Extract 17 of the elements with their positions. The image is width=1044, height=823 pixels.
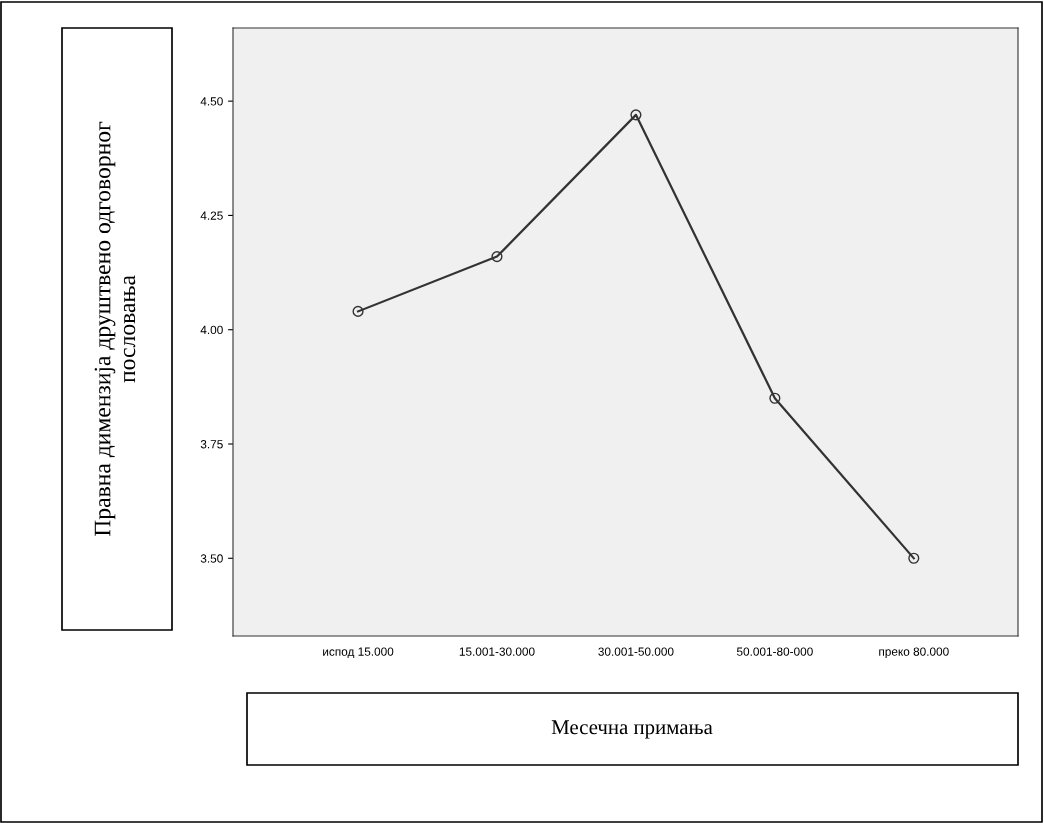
- x-tick-label: 15.001-30.000: [459, 647, 535, 656]
- y-tick-label: 4.25: [200, 211, 223, 220]
- point: [352, 305, 364, 317]
- point: [491, 251, 503, 263]
- x-tick-label: 50.001-80-000: [736, 647, 813, 656]
- x-tick-label: испод 15.000: [323, 647, 394, 659]
- y-tick-label: 4.00: [200, 325, 223, 335]
- y-tick-label: 4.50: [200, 97, 223, 106]
- y-tick-label: 3.75: [200, 440, 223, 449]
- point: [630, 109, 642, 121]
- x-tick-label: 30.001-50.000: [598, 647, 674, 656]
- point: [908, 552, 920, 564]
- y-axis-title: Правна димензија друштвено одговорног пословања: [94, 121, 136, 537]
- y-tick-label: 3.50: [200, 554, 223, 563]
- point: [769, 392, 781, 404]
- x-tick-label: преко 80.000: [879, 647, 949, 659]
- x-axis-title: Месечна примања: [551, 720, 713, 739]
